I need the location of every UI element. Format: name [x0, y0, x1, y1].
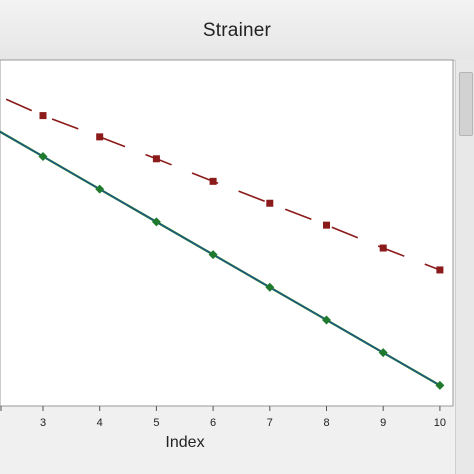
chart-panel-header: Strainer — [0, 0, 474, 61]
series-1-point — [436, 266, 444, 274]
series-2-point — [38, 151, 48, 161]
x-tick-label: 4 — [97, 417, 103, 429]
series-1-point — [96, 133, 104, 141]
right-scroll-gutter[interactable] — [455, 60, 474, 474]
x-axis-label: Index — [165, 434, 204, 451]
series-1-point — [266, 199, 274, 207]
scrollbar-thumb[interactable] — [459, 72, 473, 136]
series-1-point — [323, 221, 330, 229]
series-1-point — [379, 244, 387, 252]
series-1-point — [209, 177, 217, 185]
series-1-point — [152, 155, 160, 163]
x-tick-label: 7 — [267, 417, 273, 429]
chart-title: Strainer — [202, 20, 272, 41]
series-2-point — [378, 348, 388, 358]
series-layer — [0, 98, 445, 390]
series-2-point — [95, 184, 105, 194]
x-tick-label: 3 — [40, 417, 46, 429]
series-2-point — [322, 315, 331, 325]
series-2-point — [151, 217, 161, 227]
x-tick-label: 5 — [153, 417, 159, 429]
x-tick-label: 8 — [323, 417, 329, 429]
x-tick-label: 9 — [380, 417, 386, 429]
x-tick-label: 6 — [210, 417, 216, 429]
series-2-point — [435, 380, 445, 390]
x-axis-ticks: 3 4 5 6 7 8 9 10 — [0, 406, 446, 429]
x-tick-label: 10 — [434, 417, 446, 429]
series-2-point — [265, 282, 275, 292]
series-2-point — [208, 250, 218, 260]
series-1-point — [39, 112, 47, 120]
